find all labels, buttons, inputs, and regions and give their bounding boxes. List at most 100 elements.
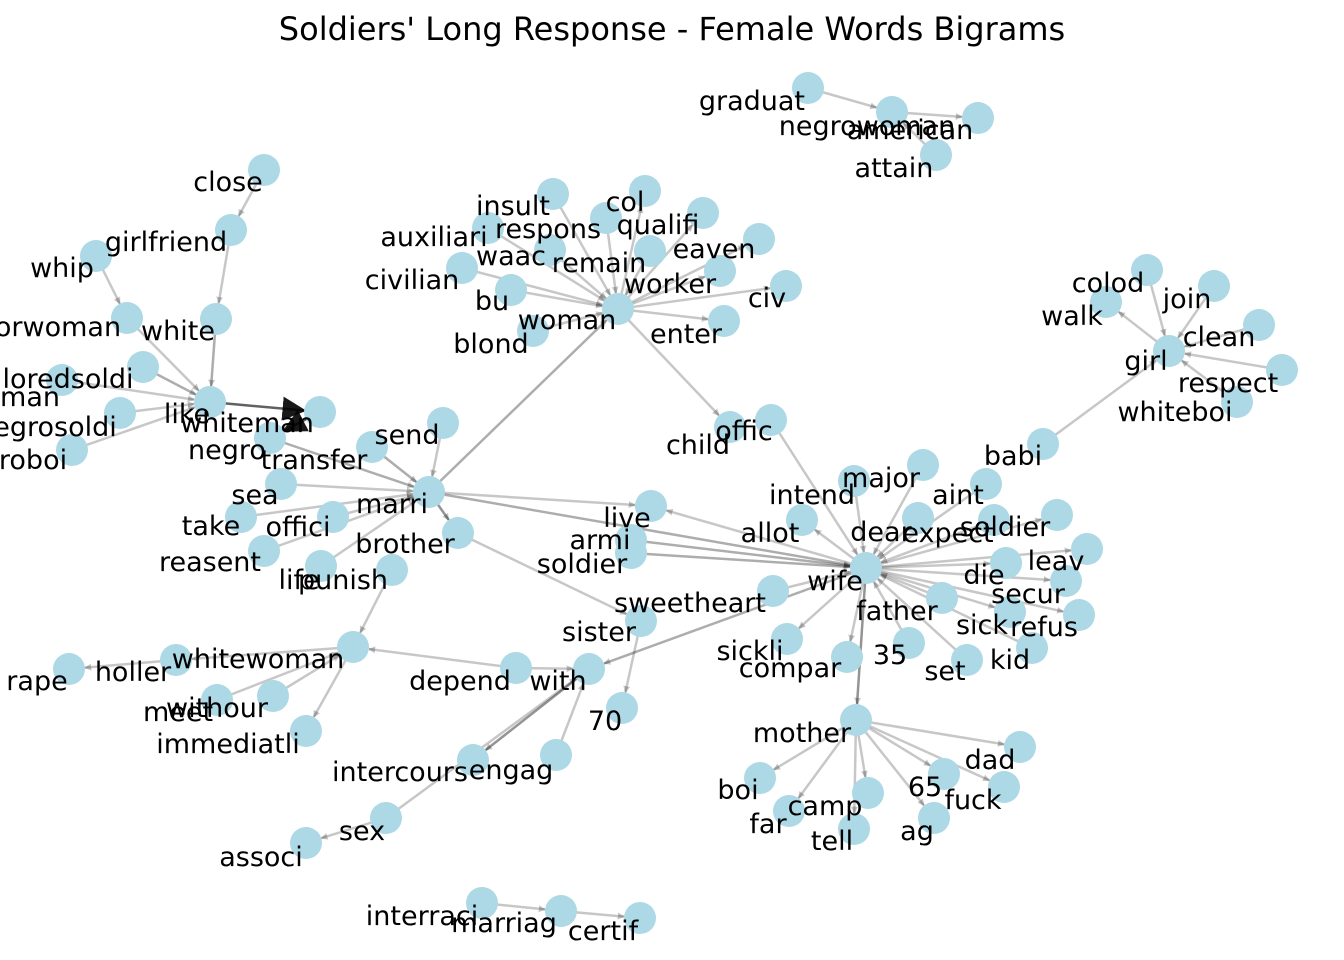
- node-sea[interactable]: [265, 468, 297, 500]
- node-negrowoman[interactable]: [876, 96, 908, 128]
- node-die[interactable]: [990, 547, 1022, 579]
- node-aint[interactable]: [970, 468, 1002, 500]
- node-whiteboi[interactable]: [1221, 386, 1253, 418]
- node-egrosoldi[interactable]: [104, 397, 136, 429]
- node-negro[interactable]: [254, 422, 286, 454]
- node-kid[interactable]: [1016, 632, 1048, 664]
- node-sickli[interactable]: [771, 623, 803, 655]
- node-withour[interactable]: [257, 680, 289, 712]
- node-soldier_r[interactable]: [1041, 499, 1073, 531]
- node-respons[interactable]: [590, 202, 622, 234]
- node-secur[interactable]: [1050, 565, 1082, 597]
- node-fuck[interactable]: [988, 771, 1020, 803]
- node-meet[interactable]: [201, 684, 233, 716]
- node-live[interactable]: [635, 490, 667, 522]
- node-bu[interactable]: [495, 274, 527, 306]
- node-sex[interactable]: [370, 802, 402, 834]
- node-orwoman[interactable]: [111, 302, 143, 334]
- node-take[interactable]: [225, 501, 257, 533]
- node-offic[interactable]: [755, 404, 787, 436]
- node-qualifi[interactable]: [687, 197, 719, 229]
- node-far[interactable]: [773, 795, 805, 827]
- node-marri[interactable]: [413, 476, 445, 508]
- node-set[interactable]: [951, 644, 983, 676]
- node-colod[interactable]: [1131, 254, 1163, 286]
- node-n35[interactable]: [893, 627, 925, 659]
- node-major[interactable]: [907, 449, 939, 481]
- node-marriag[interactable]: [545, 895, 577, 927]
- node-civilian[interactable]: [446, 252, 478, 284]
- node-sister[interactable]: [625, 605, 657, 637]
- node-associ[interactable]: [290, 827, 322, 859]
- node-sweetheart[interactable]: [757, 575, 789, 607]
- node-refus[interactable]: [1063, 599, 1095, 631]
- node-graduat[interactable]: [792, 72, 824, 104]
- node-woman[interactable]: [602, 293, 634, 325]
- node-depend[interactable]: [500, 652, 532, 684]
- node-intend[interactable]: [838, 465, 870, 497]
- node-blond[interactable]: [517, 315, 549, 347]
- node-n70[interactable]: [606, 692, 638, 724]
- node-girl[interactable]: [1153, 335, 1185, 367]
- node-offici[interactable]: [317, 501, 349, 533]
- node-punish[interactable]: [376, 554, 408, 586]
- node-compar[interactable]: [831, 641, 863, 673]
- node-reasent[interactable]: [248, 535, 280, 567]
- node-mother[interactable]: [840, 704, 872, 736]
- node-immediatli[interactable]: [290, 715, 322, 747]
- node-interraci[interactable]: [466, 887, 498, 919]
- node-remain[interactable]: [634, 235, 666, 267]
- node-holler[interactable]: [160, 644, 192, 676]
- node-transfer[interactable]: [356, 431, 388, 463]
- node-clean[interactable]: [1243, 309, 1275, 341]
- node-expect[interactable]: [978, 504, 1010, 536]
- node-roboi[interactable]: [56, 434, 88, 466]
- node-certif[interactable]: [624, 902, 656, 934]
- node-eaven[interactable]: [743, 223, 775, 255]
- node-respect[interactable]: [1266, 354, 1298, 386]
- node-civ[interactable]: [770, 270, 802, 302]
- node-camp[interactable]: [852, 777, 884, 809]
- node-like[interactable]: [194, 386, 226, 418]
- node-ag[interactable]: [918, 802, 950, 834]
- node-waac[interactable]: [534, 234, 566, 266]
- node-brother[interactable]: [442, 517, 474, 549]
- node-allot[interactable]: [786, 504, 818, 536]
- edge-offic-wife: [769, 419, 859, 556]
- node-girlfriend[interactable]: [215, 214, 247, 246]
- node-join[interactable]: [1198, 270, 1230, 302]
- node-life[interactable]: [305, 550, 337, 582]
- node-sick[interactable]: [994, 596, 1026, 628]
- node-intercours[interactable]: [457, 744, 489, 776]
- node-whip[interactable]: [80, 240, 112, 272]
- node-white[interactable]: [200, 303, 232, 335]
- node-n65[interactable]: [928, 758, 960, 790]
- node-man[interactable]: [46, 364, 78, 396]
- node-boi[interactable]: [744, 762, 776, 794]
- node-leav[interactable]: [1071, 533, 1103, 565]
- node-attain[interactable]: [920, 139, 952, 171]
- node-with[interactable]: [573, 653, 605, 685]
- node-american[interactable]: [962, 102, 994, 134]
- node-whiteman[interactable]: [304, 396, 336, 428]
- node-father[interactable]: [926, 582, 958, 614]
- node-worker[interactable]: [704, 255, 736, 287]
- node-walk[interactable]: [1090, 286, 1122, 318]
- node-send[interactable]: [427, 407, 459, 439]
- node-dad[interactable]: [1004, 731, 1036, 763]
- node-tell[interactable]: [838, 813, 870, 845]
- node-dear[interactable]: [902, 502, 934, 534]
- node-soldier_l[interactable]: [615, 537, 647, 569]
- node-loredsoldi[interactable]: [127, 351, 159, 383]
- node-auxiliari[interactable]: [472, 212, 504, 244]
- node-engag[interactable]: [540, 739, 572, 771]
- node-col[interactable]: [629, 175, 661, 207]
- node-rape[interactable]: [53, 653, 85, 685]
- node-close[interactable]: [248, 154, 280, 186]
- node-insult[interactable]: [537, 178, 569, 210]
- node-enter[interactable]: [708, 305, 740, 337]
- node-whitewoman[interactable]: [337, 631, 369, 663]
- node-wife[interactable]: [850, 552, 882, 584]
- node-child[interactable]: [714, 411, 746, 443]
- node-babi[interactable]: [1027, 428, 1059, 460]
